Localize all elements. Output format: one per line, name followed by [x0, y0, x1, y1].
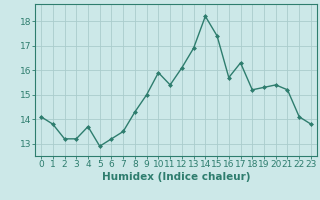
X-axis label: Humidex (Indice chaleur): Humidex (Indice chaleur)	[102, 172, 250, 182]
